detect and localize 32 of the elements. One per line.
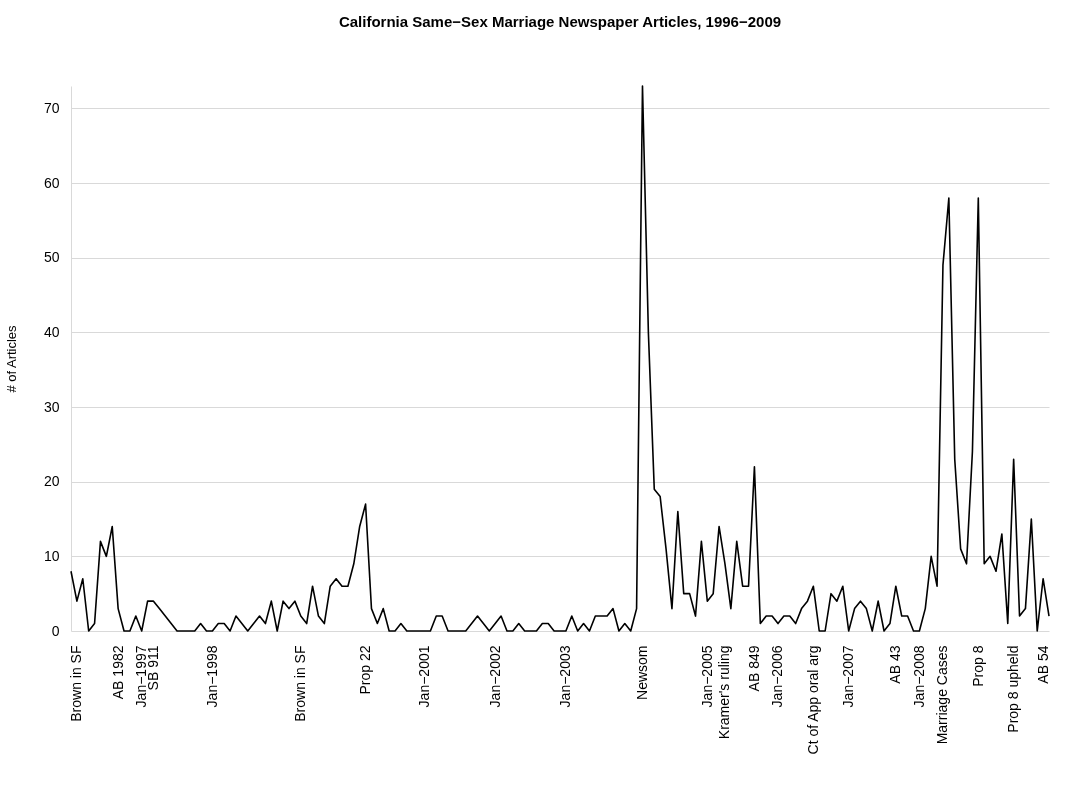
y-tick-label: 20 bbox=[43, 473, 60, 490]
y-tick-label: 60 bbox=[43, 174, 60, 191]
x-tick-label: AB 1982 bbox=[109, 645, 126, 700]
x-tick-label: AB 43 bbox=[887, 645, 904, 684]
x-tick-label: Prop 22 bbox=[357, 645, 374, 695]
line-series bbox=[70, 85, 1050, 632]
x-tick-label: Jan−2005 bbox=[698, 645, 715, 708]
x-tick-label: Brown in SF bbox=[68, 645, 85, 722]
x-tick-label: AB 849 bbox=[745, 645, 762, 692]
x-tick-label: Ct of App oral arg bbox=[804, 645, 821, 755]
x-tick-label: Jan−2003 bbox=[557, 645, 574, 708]
x-tick-label: Kramer's ruling bbox=[716, 645, 733, 740]
y-tick-label: 40 bbox=[43, 323, 60, 340]
x-tick-label: Prop 8 upheld bbox=[1005, 645, 1022, 733]
y-tick-label: 70 bbox=[43, 99, 60, 116]
y-axis-title: # of Articles bbox=[3, 324, 19, 393]
x-tick-label: Marriage Cases bbox=[934, 645, 951, 745]
x-tick-label: AB 54 bbox=[1034, 645, 1051, 684]
x-tick-label: Jan−1998 bbox=[203, 645, 220, 708]
y-tick-label: 30 bbox=[43, 398, 60, 415]
x-tick-label: Jan−2008 bbox=[910, 645, 927, 708]
x-tick-label: Jan−2007 bbox=[840, 645, 857, 708]
y-tick-label: 50 bbox=[43, 249, 60, 266]
chart-title: California Same−Sex Marriage Newspaper Articles, 1996−2009 bbox=[338, 13, 782, 31]
x-tick-label: Brown in SF bbox=[292, 645, 309, 722]
x-tick-label: Prop 8 bbox=[969, 645, 986, 687]
y-tick-label: 0 bbox=[51, 622, 60, 639]
x-tick-label: Jan−2001 bbox=[415, 645, 432, 708]
x-tick-label: Newsom bbox=[633, 645, 650, 700]
x-tick-label: Jan−2002 bbox=[486, 645, 503, 708]
x-tick-label: Jan−2006 bbox=[769, 645, 786, 708]
y-tick-label: 10 bbox=[43, 547, 60, 564]
